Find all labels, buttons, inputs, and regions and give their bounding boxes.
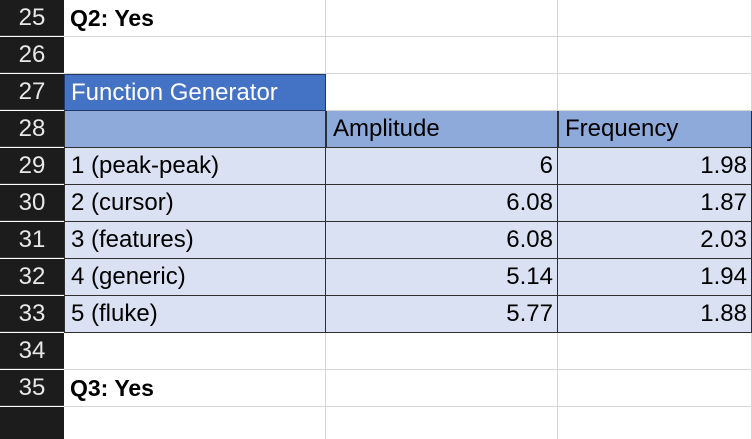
table-cell-frequency[interactable]: 1.98 bbox=[558, 148, 752, 185]
table-cell-name[interactable]: 3 (features) bbox=[64, 222, 326, 259]
row-header-33[interactable]: 33 bbox=[0, 296, 64, 332]
cell-empty[interactable] bbox=[326, 0, 558, 37]
sheet-row-28: 28 Amplitude Frequency bbox=[0, 111, 752, 148]
row-header-32[interactable]: 32 bbox=[0, 259, 64, 295]
cell-empty[interactable] bbox=[64, 333, 326, 370]
row-header-30[interactable]: 30 bbox=[0, 185, 64, 221]
table-cell-name[interactable]: 5 (fluke) bbox=[64, 296, 326, 333]
table-cell-amplitude[interactable]: 6 bbox=[326, 148, 558, 185]
sheet-row-33: 33 5 (fluke) 5.77 1.88 bbox=[0, 296, 752, 333]
table-header-blank[interactable] bbox=[64, 111, 326, 148]
row-header-28[interactable]: 28 bbox=[0, 111, 64, 147]
table-cell-frequency[interactable]: 2.03 bbox=[558, 222, 752, 259]
table-cell-name[interactable]: 2 (cursor) bbox=[64, 185, 326, 222]
cell-empty[interactable] bbox=[326, 37, 558, 74]
sheet-row-29: 29 1 (peak-peak) 6 1.98 bbox=[0, 148, 752, 185]
cell-empty[interactable] bbox=[558, 333, 752, 370]
table-cell-name[interactable]: 4 (generic) bbox=[64, 259, 326, 296]
cell-q2-answer[interactable]: Q2: Yes bbox=[64, 0, 326, 37]
table-cell-amplitude[interactable]: 5.77 bbox=[326, 296, 558, 333]
row-header-26[interactable]: 26 bbox=[0, 37, 64, 73]
cell-empty[interactable] bbox=[558, 37, 752, 74]
cell-empty[interactable] bbox=[558, 370, 752, 407]
cell-empty[interactable] bbox=[326, 74, 558, 111]
row-header-25[interactable]: 25 bbox=[0, 0, 64, 36]
cell-empty[interactable] bbox=[558, 407, 752, 439]
table-cell-frequency[interactable]: 1.88 bbox=[558, 296, 752, 333]
row-header-34[interactable]: 34 bbox=[0, 333, 64, 369]
sheet-row-35: 35 Q3: Yes bbox=[0, 370, 752, 407]
sheet-row-27: 27 Function Generator bbox=[0, 74, 752, 111]
sheet-row-25: 25 Q2: Yes bbox=[0, 0, 752, 37]
table-cell-name[interactable]: 1 (peak-peak) bbox=[64, 148, 326, 185]
table-cell-frequency[interactable]: 1.94 bbox=[558, 259, 752, 296]
cell-empty[interactable] bbox=[326, 333, 558, 370]
cell-empty[interactable] bbox=[326, 370, 558, 407]
sheet-row-34: 34 bbox=[0, 333, 752, 370]
table-title-cell[interactable]: Function Generator bbox=[64, 74, 326, 111]
sheet-row-partial bbox=[0, 407, 752, 439]
sheet-row-31: 31 3 (features) 6.08 2.03 bbox=[0, 222, 752, 259]
row-header-31[interactable]: 31 bbox=[0, 222, 64, 258]
cell-empty[interactable] bbox=[64, 407, 326, 439]
cell-empty[interactable] bbox=[326, 407, 558, 439]
row-header-29[interactable]: 29 bbox=[0, 148, 64, 184]
cell-empty[interactable] bbox=[64, 37, 326, 74]
table-cell-amplitude[interactable]: 6.08 bbox=[326, 222, 558, 259]
sheet-row-26: 26 bbox=[0, 37, 752, 74]
table-cell-amplitude[interactable]: 5.14 bbox=[326, 259, 558, 296]
cell-empty[interactable] bbox=[558, 0, 752, 37]
table-cell-amplitude[interactable]: 6.08 bbox=[326, 185, 558, 222]
row-header-partial[interactable] bbox=[0, 407, 64, 439]
table-cell-frequency[interactable]: 1.87 bbox=[558, 185, 752, 222]
cell-q3-answer[interactable]: Q3: Yes bbox=[64, 370, 326, 407]
sheet-row-30: 30 2 (cursor) 6.08 1.87 bbox=[0, 185, 752, 222]
row-header-27[interactable]: 27 bbox=[0, 74, 64, 110]
cell-empty[interactable] bbox=[558, 74, 752, 111]
sheet-row-32: 32 4 (generic) 5.14 1.94 bbox=[0, 259, 752, 296]
column-header-amplitude[interactable]: Amplitude bbox=[326, 111, 558, 148]
column-header-frequency[interactable]: Frequency bbox=[558, 111, 752, 148]
row-header-35[interactable]: 35 bbox=[0, 370, 64, 406]
